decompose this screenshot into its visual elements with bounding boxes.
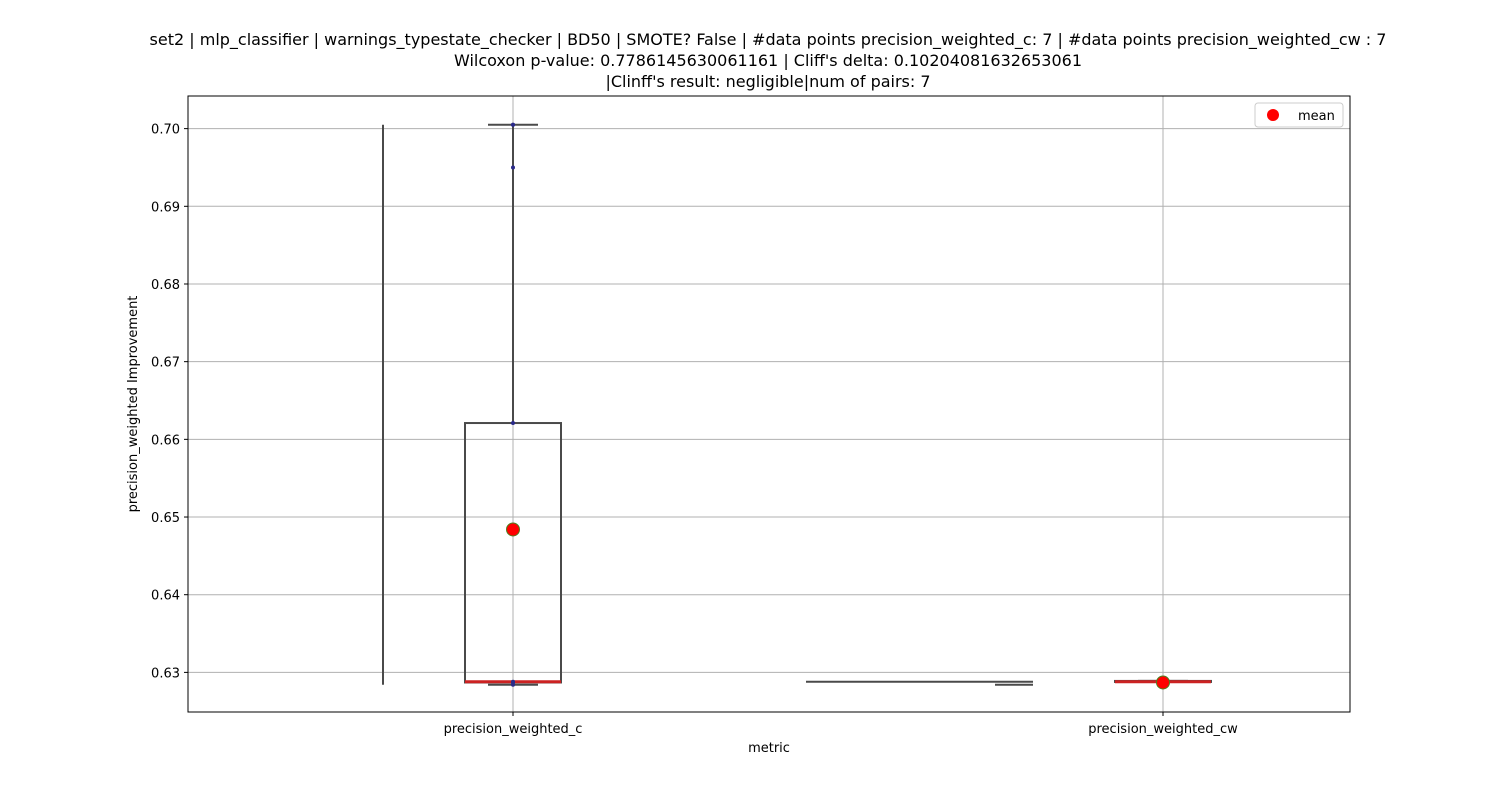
box-plot-layer — [464, 123, 1212, 686]
legend-box — [1254, 102, 1344, 128]
legend: mean — [1254, 102, 1344, 128]
grid-lines — [188, 96, 1350, 712]
legend-label-mean: mean — [1298, 109, 1335, 124]
x-tick-label: precision_weighted_cw — [1088, 722, 1238, 737]
data-point — [511, 421, 515, 426]
y-tick-label: 0.63 — [151, 666, 180, 681]
y-tick-label: 0.69 — [151, 200, 180, 215]
data-point — [511, 165, 515, 170]
plot-frame — [187, 95, 1351, 713]
y-tick-label: 0.70 — [151, 123, 180, 138]
data-point — [511, 679, 515, 684]
x-axis-label: metric — [748, 741, 790, 756]
legend-mean-marker — [1267, 109, 1279, 121]
data-points-layer — [511, 122, 515, 687]
chart-title-line-2: Wilcoxon p-value: 0.7786145630061161 | C… — [453, 51, 1083, 70]
data-point — [511, 122, 515, 127]
x-axis-ticks: precision_weighted_c precision_weighted_c… — [444, 712, 1238, 737]
chart-title-line-3: |Clinff's result: negligible|num of pair… — [605, 72, 931, 91]
mean-markers-layer — [506, 522, 1170, 690]
y-axis-ticks: 0.63 0.64 0.65 0.66 0.67 0.68 0.69 0.70 — [151, 123, 188, 681]
mean-marker — [1156, 675, 1170, 690]
chart-title-line-1: set2 | mlp_classifier | warnings_typesta… — [149, 30, 1387, 49]
mean-marker — [506, 522, 520, 537]
y-tick-label: 0.67 — [151, 356, 180, 371]
y-axis-label: precision_weighted Improvement — [126, 296, 141, 513]
y-tick-label: 0.66 — [151, 433, 180, 448]
decorative-strokes — [382, 124, 1033, 686]
x-tick-label: precision_weighted_c — [444, 722, 583, 737]
y-tick-label: 0.64 — [151, 589, 180, 604]
y-tick-label: 0.68 — [151, 278, 180, 293]
y-tick-label: 0.65 — [151, 511, 180, 526]
